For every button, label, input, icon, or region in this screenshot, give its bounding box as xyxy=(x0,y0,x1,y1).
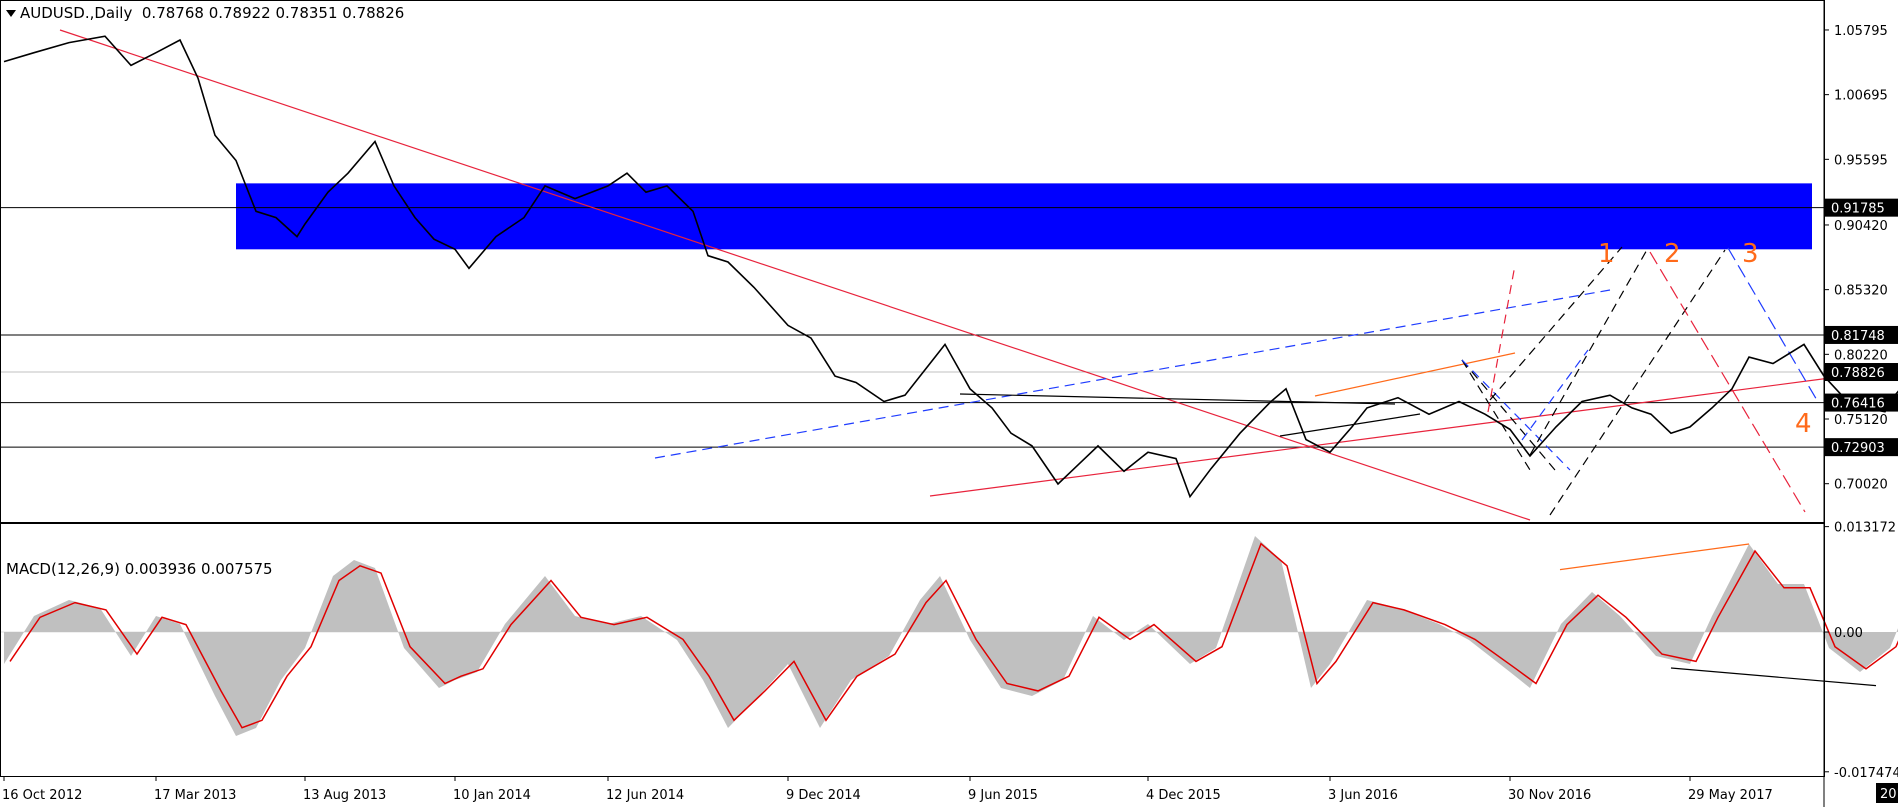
y-tick-label: 1.00695 xyxy=(1834,89,1888,104)
projection-down-0 xyxy=(1461,359,1531,471)
price-label-box xyxy=(1825,325,1898,344)
ohlc-values: 0.78768 0.78922 0.78351 0.78826 xyxy=(141,4,405,22)
price-label-box xyxy=(1825,438,1898,457)
symbol-label: AUDUSD.,Daily xyxy=(20,4,133,22)
price-label: 0.81748 xyxy=(1831,329,1885,344)
projection-red-2 xyxy=(1649,251,1806,513)
x-tick-label: 16 Oct 2012 xyxy=(2,788,82,803)
macd-divergence-line xyxy=(1559,543,1750,571)
y-tick-label: 0.80220 xyxy=(1834,348,1888,363)
x-tick-label: 3 Jun 2016 xyxy=(1328,788,1398,803)
wave-label-4: 4 xyxy=(1795,409,1812,439)
black-neckline xyxy=(959,393,1396,405)
macd-y-tick-label: 0.00 xyxy=(1834,626,1863,641)
wave-label-2: 2 xyxy=(1664,239,1681,269)
price-label: 0.91785 xyxy=(1831,202,1885,217)
projection-up-3 xyxy=(1549,249,1726,516)
cursor-date-label: 2018.01.28 00:00 xyxy=(1880,787,1898,802)
price-series-line xyxy=(3,35,1898,499)
price-label: 0.78826 xyxy=(1831,366,1885,381)
projection-up-1 xyxy=(1489,246,1623,401)
y-tick-label: 0.95595 xyxy=(1834,153,1888,168)
x-tick-label: 29 May 2017 xyxy=(1688,788,1773,803)
dropdown-triangle-icon[interactable] xyxy=(6,10,16,17)
price-label-box xyxy=(1825,393,1898,412)
price-label: 0.72903 xyxy=(1831,441,1885,456)
projection-down-2 xyxy=(1461,359,1571,471)
x-tick-label: 12 Jun 2014 xyxy=(606,788,684,803)
wave-label-3: 3 xyxy=(1742,239,1759,269)
cursor-date-box xyxy=(1876,783,1898,803)
x-tick-label: 30 Nov 2016 xyxy=(1508,788,1591,803)
macd-signal-line xyxy=(9,542,1898,729)
macd-y-tick-label: -0.017474 xyxy=(1834,766,1898,781)
orange-trendline xyxy=(1314,352,1516,397)
y-tick-label: 0.70020 xyxy=(1834,478,1888,493)
resistance-zone xyxy=(236,183,1812,250)
x-tick-label: 4 Dec 2015 xyxy=(1146,788,1221,803)
main-panel: 1 2 3 4 xyxy=(0,29,1898,521)
price-label-box xyxy=(1825,198,1898,217)
y-tick-label: 1.05795 xyxy=(1834,24,1888,39)
macd-histogram xyxy=(4,536,1898,736)
y-tick-label: 0.90420 xyxy=(1834,219,1888,234)
x-tick-label: 13 Aug 2013 xyxy=(303,788,386,803)
wave-label-1: 1 xyxy=(1598,239,1615,269)
chart-header: AUDUSD.,Daily 0.78768 0.78922 0.78351 0.… xyxy=(6,4,404,22)
projection-up-2 xyxy=(1529,247,1649,456)
x-tick-label: 9 Dec 2014 xyxy=(786,788,861,803)
channel-dashed-line xyxy=(654,289,1611,459)
x-tick-label: 17 Mar 2013 xyxy=(154,788,236,803)
y-tick-label: 0.85320 xyxy=(1834,284,1888,299)
projection-red-1 xyxy=(1487,264,1516,413)
x-tick-label: 10 Jan 2014 xyxy=(453,788,531,803)
descending-trendline xyxy=(59,29,1531,521)
macd-bull-divergence-line xyxy=(1670,667,1877,687)
projection-down-1 xyxy=(1461,359,1556,471)
price-label: 0.76416 xyxy=(1831,397,1885,412)
y-tick-label: 0.75120 xyxy=(1834,413,1888,428)
x-tick-label: 9 Jun 2015 xyxy=(968,788,1038,803)
macd-y-tick-label: 0.013172 xyxy=(1834,521,1896,536)
projection-blue-1 xyxy=(1521,349,1589,441)
projection-blue-2 xyxy=(1727,247,1819,403)
main-frame xyxy=(0,0,1825,523)
ascending-trendline xyxy=(929,377,1831,497)
macd-header: MACD(12,26,9) 0.003936 0.007575 xyxy=(6,560,273,578)
macd-panel xyxy=(0,536,1898,736)
price-label-box xyxy=(1825,363,1898,382)
